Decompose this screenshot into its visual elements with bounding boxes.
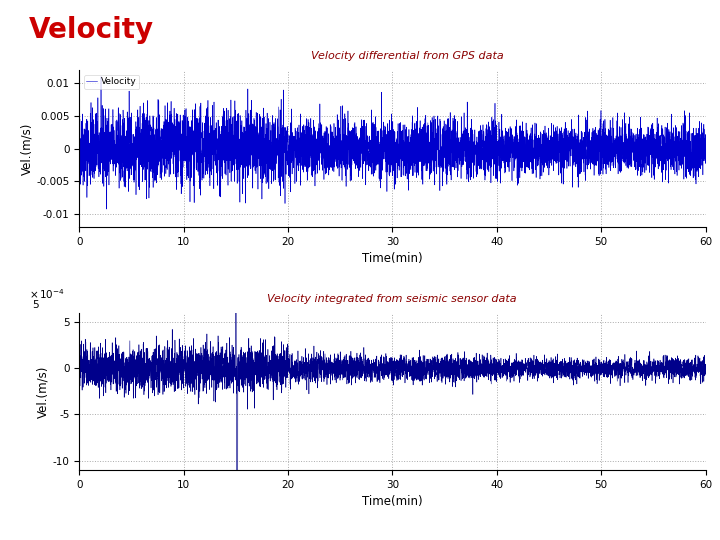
Y-axis label: Vel.(m/s): Vel.(m/s)	[37, 365, 50, 417]
Line: Velocity: Velocity	[79, 77, 706, 209]
Text: Velocity integrated from seismic sensor data: Velocity integrated from seismic sensor …	[267, 294, 517, 303]
Velocity	[96, 73, 105, 80]
X-axis label: Time(min): Time(min)	[362, 252, 423, 265]
Velocity	[696, 136, 705, 142]
Velocity	[701, 160, 710, 166]
X-axis label: Time(min): Time(min)	[362, 495, 423, 508]
Text: Velocity differential from GPS data: Velocity differential from GPS data	[311, 51, 504, 61]
Velocity	[75, 136, 84, 143]
Text: 5: 5	[32, 300, 39, 310]
Text: Velocity: Velocity	[29, 16, 154, 44]
Velocity	[227, 121, 235, 127]
Velocity	[356, 160, 364, 166]
Velocity	[311, 161, 320, 167]
Velocity	[102, 206, 111, 212]
Legend: Velocity: Velocity	[84, 75, 140, 89]
Text: $\times\,10^{-4}$: $\times\,10^{-4}$	[29, 287, 65, 301]
Velocity	[224, 166, 233, 172]
Y-axis label: Vel.(m/s): Vel.(m/s)	[20, 123, 33, 175]
Velocity	[220, 142, 229, 149]
